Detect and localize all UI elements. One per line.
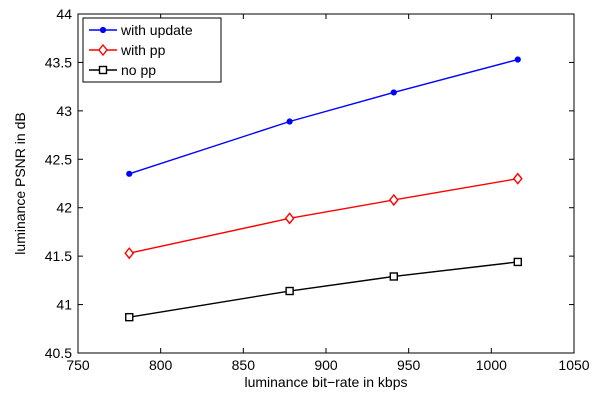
x-axis-label: luminance bit−rate in kbps [244,374,407,390]
series-line [129,58,518,175]
y-tick-label: 43 [56,103,72,119]
y-tick-label: 43.5 [45,54,72,70]
series-layer [124,56,523,322]
series-with-update [126,56,521,177]
y-tick-label: 40.5 [45,345,72,361]
y-tick-label: 44 [56,6,72,22]
y-tick-label: 42 [56,200,72,216]
data-point [390,89,397,96]
series-no-pp [125,257,522,322]
legend-label: no pp [121,62,156,78]
x-tick-label: 900 [314,357,338,373]
data-point [514,56,521,63]
legend-item: no pp [89,62,156,78]
data-point-square [285,286,294,296]
legend-item: with pp [89,42,166,58]
data-point-diamond [388,193,399,207]
data-point-diamond [284,212,295,225]
data-point-diamond [124,247,135,260]
series-line [129,261,518,318]
y-tick-label: 41.5 [45,248,72,264]
x-tick-label: 950 [397,357,421,373]
legend-item: with update [89,22,193,38]
legend: with update with pp no pp [82,17,222,83]
series-line [129,177,518,254]
axis-ticks: 750 800 850 900 950 1000 1050 40.5 41 41.5 42 42.5 4… [45,6,590,373]
data-point-diamond [98,43,108,57]
data-point-diamond [512,172,523,185]
legend-label: with pp [120,42,166,58]
y-tick-label: 42.5 [45,151,72,167]
data-point-square [389,272,398,281]
y-tick-label: 41 [56,297,72,313]
data-point-square [125,312,134,322]
x-tick-label: 1000 [476,357,507,373]
x-tick-label: 1050 [558,357,589,373]
legend-label: with update [120,22,193,38]
y-axis-label: luminance PSNR in dB [12,112,28,254]
data-point-square [513,257,522,267]
data-point-square [98,65,108,75]
x-tick-label: 750 [66,357,90,373]
series-with-pp [124,172,523,260]
data-point [126,170,133,177]
x-tick-label: 800 [149,357,173,373]
data-point [286,118,293,125]
x-tick-label: 850 [232,357,256,373]
data-point [99,26,107,34]
